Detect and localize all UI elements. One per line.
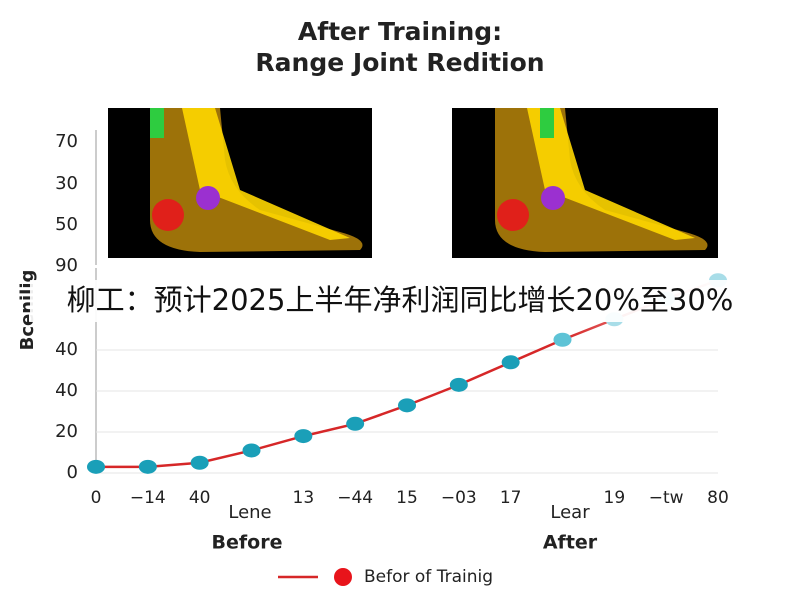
x-tick-label: −tw <box>649 488 684 508</box>
data-point <box>87 459 105 474</box>
foot-image <box>108 108 372 258</box>
y-tick-label: 40 <box>55 380 78 401</box>
chart-title: Range Joint Redition <box>255 48 544 77</box>
x-tick-label: 80 <box>707 488 729 508</box>
image-axis-label: 50 <box>55 214 78 235</box>
x-tick-label: 17 <box>500 488 522 508</box>
data-point <box>398 398 416 413</box>
image-axis-label: 90 <box>55 255 78 276</box>
x-tick-label: 40 <box>189 488 211 508</box>
x-tick-label: 0 <box>91 488 102 508</box>
foot-image <box>452 108 718 258</box>
image-axis-label: 30 <box>55 173 78 194</box>
x-tick-label: −03 <box>441 488 477 508</box>
phase-label: After <box>543 532 598 554</box>
legend-label: Befor of Trainig <box>364 567 493 587</box>
overlay-background <box>30 280 770 322</box>
group-label: Lear <box>550 502 590 523</box>
image-axis-label: 70 <box>55 131 78 152</box>
chart-title: After Training: <box>298 17 502 46</box>
data-point <box>138 459 157 474</box>
data-point <box>294 429 313 444</box>
legend-marker <box>334 568 352 586</box>
data-point <box>449 377 468 392</box>
data-point <box>242 443 261 458</box>
overlay-text: 柳工：预计2025上半年净利润同比增长20%至30% <box>67 283 734 317</box>
y-tick-label: 20 <box>55 421 78 442</box>
x-tick-label: −14 <box>130 488 166 508</box>
x-tick-label: 19 <box>604 488 626 508</box>
x-tick-label: 15 <box>396 488 418 508</box>
x-tick-label: −44 <box>337 488 373 508</box>
y-tick-label: 40 <box>55 339 78 360</box>
y-tick-label: 0 <box>67 462 78 483</box>
data-point <box>346 416 365 431</box>
group-label: Lene <box>228 502 271 523</box>
phase-label: Before <box>212 532 283 554</box>
data-point <box>501 355 520 370</box>
data-point <box>190 455 209 470</box>
data-point <box>553 332 572 347</box>
x-tick-label: 13 <box>293 488 315 508</box>
